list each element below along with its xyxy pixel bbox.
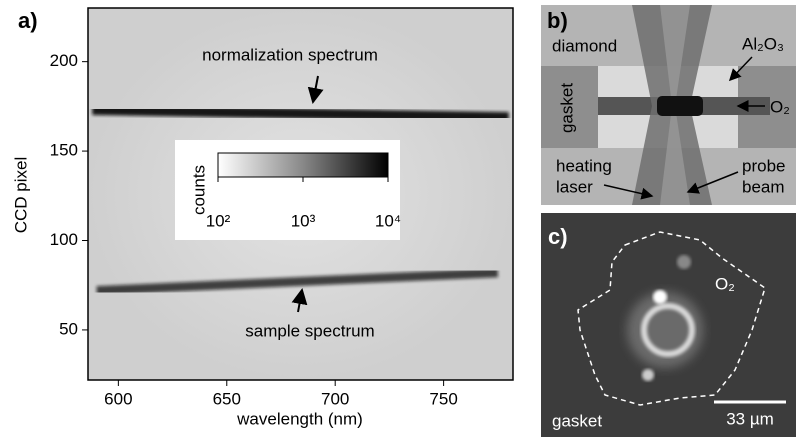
label: O₂ xyxy=(770,97,790,116)
panel-b: b) diamond Al₂O₃ gasket O₂ heating laser… xyxy=(541,5,796,205)
x-tick-label: 600 xyxy=(104,389,132,408)
y-tick-label: 100 xyxy=(50,230,78,249)
spot xyxy=(653,290,667,304)
label: heating xyxy=(556,156,612,175)
spot xyxy=(677,255,691,269)
colorbar-label: counts xyxy=(189,165,208,215)
x-tick-label: 700 xyxy=(321,389,349,408)
y-tick-label: 50 xyxy=(59,319,78,338)
colorbar-tick-label: 10² xyxy=(206,211,231,230)
label: laser xyxy=(556,177,593,196)
figure: a) wavelength (nm) CCD pixel normalizati… xyxy=(0,0,806,440)
colorbar xyxy=(218,153,388,177)
annotation: sample spectrum xyxy=(245,321,374,340)
y-tick-label: 150 xyxy=(50,141,78,160)
panel-a: a) wavelength (nm) CCD pixel normalizati… xyxy=(11,8,513,429)
label: Al₂O₃ xyxy=(742,34,784,53)
annotation: normalization spectrum xyxy=(202,45,378,64)
label: beam xyxy=(742,177,785,196)
x-tick-label: 650 xyxy=(213,389,241,408)
y-axis-label: CCD pixel xyxy=(11,157,30,234)
y-tick-label: 200 xyxy=(50,51,78,70)
scale-label: 33 µm xyxy=(726,409,774,428)
x-axis-label: wavelength (nm) xyxy=(236,409,363,428)
label: diamond xyxy=(552,36,617,55)
label: gasket xyxy=(557,83,576,133)
panel-c: c) O₂ gasket 33 µm xyxy=(541,213,796,437)
sample xyxy=(657,96,703,116)
panel-label: b) xyxy=(547,8,568,33)
label: O₂ xyxy=(715,274,735,293)
panel-label: c) xyxy=(548,224,568,249)
label: gasket xyxy=(552,411,602,430)
x-tick-label: 750 xyxy=(429,389,457,408)
label: probe xyxy=(742,156,785,175)
panel-label: a) xyxy=(18,8,38,33)
colorbar-tick-label: 10⁴ xyxy=(375,211,401,230)
colorbar-tick-label: 10³ xyxy=(291,211,316,230)
spot xyxy=(642,369,654,381)
